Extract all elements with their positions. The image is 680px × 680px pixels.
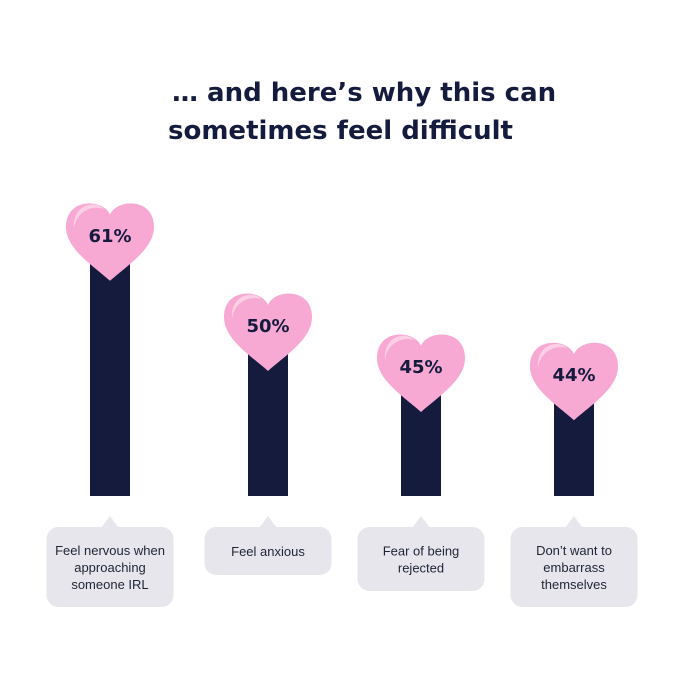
category-label-1: Feel nervous when approaching someone IRL (55, 543, 165, 592)
category-label-line: someone IRL (71, 577, 148, 592)
heart-icon (377, 334, 465, 412)
category-label-line: embarrass (543, 560, 605, 575)
category-label-line: Feel nervous when (55, 543, 165, 558)
title-line-1: … and here’s why this can (172, 78, 557, 108)
category-label-line: Don’t want to (536, 543, 612, 558)
category-label-line: Fear of being (383, 544, 460, 559)
category-label-line: approaching (74, 560, 146, 575)
category-label-line: Feel anxious (231, 544, 305, 559)
data-label-3: 45% (399, 357, 442, 378)
category-label-2: Feel anxious (231, 544, 305, 559)
heart-highlight-icon (537, 343, 568, 369)
heart-icon (224, 293, 312, 371)
data-label-1: 61% (88, 226, 131, 247)
heart-icon (66, 203, 154, 281)
category-bubble-1 (46, 527, 174, 607)
heart-highlight-icon (231, 294, 262, 319)
bubble-pointer (412, 516, 430, 528)
title-line-2: sometimes feel difficult (168, 116, 513, 146)
category-label-3: Fear of being rejected (383, 544, 460, 576)
data-label-2: 50% (246, 316, 289, 337)
heart-highlight-icon (384, 335, 415, 360)
heart-highlight-icon (73, 204, 104, 229)
bubble-pointer (565, 516, 583, 528)
bubble-pointer (101, 516, 119, 528)
category-label-line: themselves (541, 577, 607, 592)
category-bubble-2 (204, 527, 332, 575)
category-label-line: rejected (398, 561, 444, 576)
category-bubble-3 (357, 527, 485, 591)
chart-title: … and here’s why this can sometimes feel… (168, 74, 588, 150)
bubble-pointer (259, 516, 277, 528)
data-label-4: 44% (552, 365, 595, 386)
category-label-4: Don’t want to embarrass themselves (536, 543, 612, 592)
category-bubble-4 (510, 527, 638, 607)
heart-icon (530, 342, 618, 421)
